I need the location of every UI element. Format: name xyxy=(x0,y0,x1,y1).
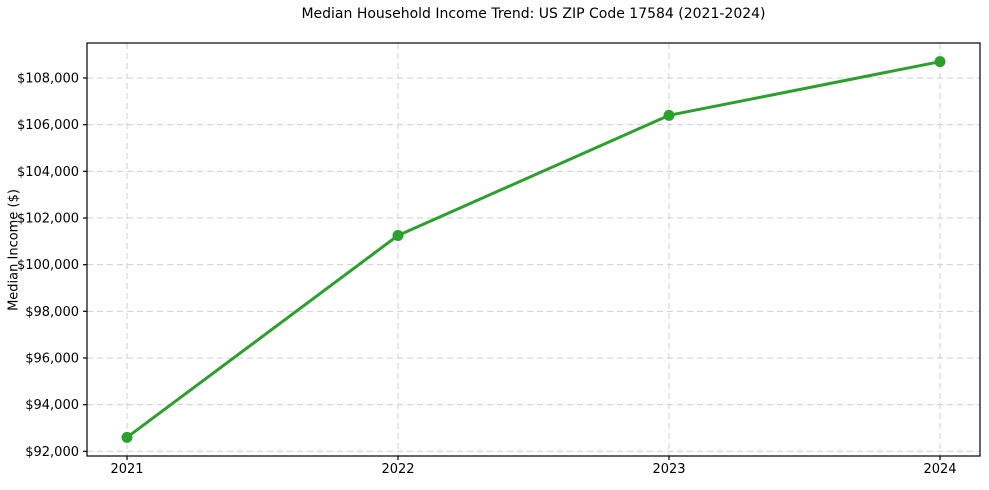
y-tick-label: $98,000 xyxy=(25,305,79,320)
y-tick-label: $102,000 xyxy=(17,212,79,227)
x-tick-label: 2023 xyxy=(652,462,685,477)
y-tick-label: $106,000 xyxy=(17,118,79,133)
y-tick-label: $100,000 xyxy=(17,258,79,273)
x-tick-label: 2021 xyxy=(110,462,143,477)
x-tick-label: 2024 xyxy=(923,462,956,477)
data-point-2021 xyxy=(121,431,133,443)
y-tick-label: $92,000 xyxy=(25,445,79,460)
y-tick-label: $96,000 xyxy=(25,352,79,367)
data-point-2024 xyxy=(934,56,946,68)
data-point-2023 xyxy=(663,109,675,121)
trend-line xyxy=(125,60,942,439)
chart-title: Median Household Income Trend: US ZIP Co… xyxy=(301,6,766,22)
x-tick-label: 2022 xyxy=(381,462,414,477)
y-tick-label: $108,000 xyxy=(17,72,79,87)
plot-border xyxy=(86,42,981,457)
data-point-2022 xyxy=(392,230,404,241)
y-tick-label: $94,000 xyxy=(25,398,79,413)
y-tick-label: $104,000 xyxy=(17,165,79,180)
